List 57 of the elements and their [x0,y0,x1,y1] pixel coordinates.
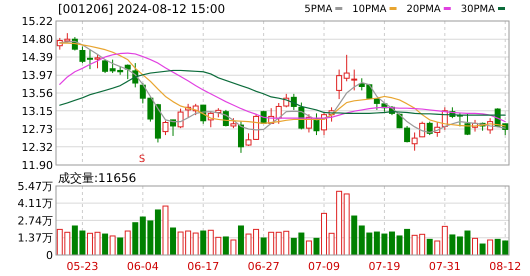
bar [306,240,312,256]
y-tick-label: 15.22 [22,15,53,28]
chart-title: 成交量:11656 [58,171,136,185]
y-tick-label: 0 [46,249,53,262]
bar [487,239,494,256]
y-tick-label: 14.80 [22,33,53,46]
candlestick [178,108,184,129]
bar [480,244,486,256]
chart-title: [001206] 2024-08-12 15:00 [58,2,226,16]
x-tick-label: 07-19 [368,260,400,273]
x-tick-label: 06-17 [187,260,220,273]
y-tick-label: 12.32 [22,140,53,154]
y-tick-label: 12.73 [22,123,53,136]
bar [313,238,320,256]
x-tick-label: 07-31 [428,260,461,273]
bar [283,230,290,256]
bar [230,239,236,256]
y-tick-label: 2.74万 [18,214,53,228]
x-tick-label: 05-23 [66,260,98,273]
y-tick-label: 13.15 [22,104,53,118]
legend-label: 5PMA [304,4,332,15]
candlestick [412,132,418,152]
x-tick-label: 07-09 [308,260,340,273]
bar [222,236,229,256]
candlestick [419,121,426,138]
bar [117,237,124,256]
bar [351,216,358,256]
x-tick-label: 08-12 [489,260,522,273]
legend-label: 10PMA [352,4,387,15]
candlestick [124,64,131,80]
bar [110,235,116,256]
bar [162,206,168,256]
bar [472,238,478,256]
y-tick-label: 5.47万 [18,180,53,193]
y-tick-label: 13.56 [22,87,53,100]
bar [200,230,206,256]
bar [170,228,176,256]
y-tick-label: 14.39 [22,51,53,64]
y-tick-label: 4.11万 [18,197,53,210]
bar [260,237,267,256]
candlestick [238,121,244,154]
bar [238,225,244,256]
candlestick [230,118,236,129]
y-tick-label: 1.37万 [18,232,53,245]
candlestick [426,121,433,136]
annotation: S [138,154,146,165]
bar [102,234,108,256]
legend-label: 20PMA [406,4,441,15]
bar [124,230,131,256]
y-tick-label: 11.90 [22,159,53,172]
legend-label: 30PMA [460,4,496,15]
candlestick [94,54,101,69]
x-tick-label: 06-27 [248,260,280,273]
x-tick-label: 06-04 [126,260,159,273]
candlestick [162,120,168,136]
y-tick-label: 13.97 [22,69,53,82]
bar [426,238,433,256]
